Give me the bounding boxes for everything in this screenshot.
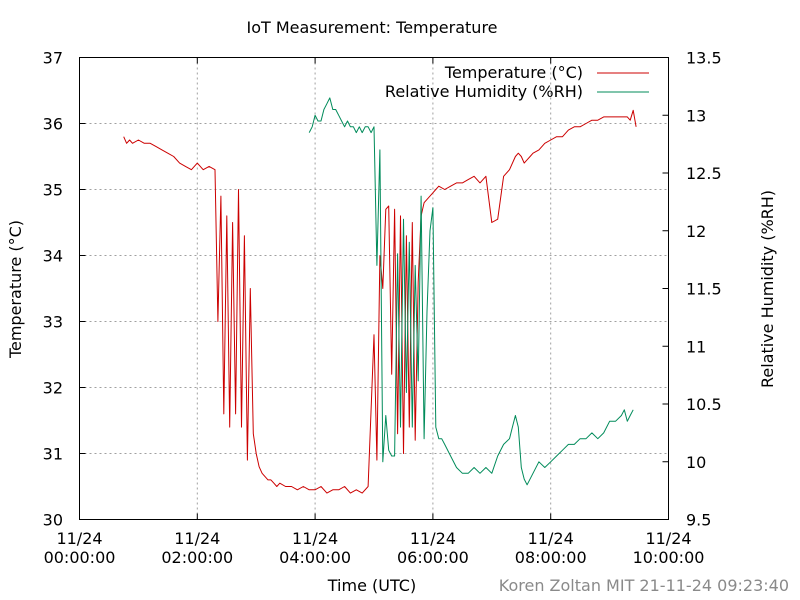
y2-tick-label: 9.5 — [686, 511, 711, 530]
x-tick-label-date: 11/24 — [292, 529, 338, 548]
y2-tick-label: 10.5 — [686, 395, 722, 414]
y-tick-label: 32 — [43, 379, 63, 398]
x-tick-label-time: 08:00:00 — [515, 548, 587, 567]
x-tick-label-time: 06:00:00 — [397, 548, 469, 567]
humidity-series-line — [308, 97, 634, 486]
y-tick-label: 37 — [43, 49, 63, 68]
legend-label-humidity: Relative Humidity (%RH) — [385, 82, 583, 101]
y-axis-label: Temperature (°C) — [6, 220, 25, 359]
y-tick-label: 35 — [43, 181, 63, 200]
y-tick-label: 31 — [43, 445, 63, 464]
x-tick-label-time: 04:00:00 — [279, 548, 351, 567]
chart-title: IoT Measurement: Temperature — [246, 18, 497, 37]
y2-tick-label: 11 — [686, 337, 706, 356]
x-tick-label-date: 11/24 — [174, 529, 220, 548]
x-tick-label-date: 11/24 — [56, 529, 102, 548]
y2-tick-label: 13.5 — [686, 49, 722, 68]
y-tick-label: 33 — [43, 313, 63, 332]
x-axis-label: Time (UTC) — [327, 576, 416, 595]
y2-tick-label: 11.5 — [686, 280, 722, 299]
y-tick-label: 34 — [43, 247, 63, 266]
x-tick-label-time: 10:00:00 — [633, 548, 705, 567]
grid — [79, 57, 669, 520]
legend-label-temperature: Temperature (°C) — [444, 63, 583, 82]
y2-tick-label: 12.5 — [686, 164, 722, 183]
y-tick-label: 36 — [43, 115, 63, 134]
y2-tick-label: 13 — [686, 106, 706, 125]
x-tick-label-date: 11/24 — [645, 529, 691, 548]
y2-tick-label: 10 — [686, 453, 706, 472]
legend: Temperature (°C) Relative Humidity (%RH) — [385, 63, 649, 101]
series-layer — [123, 97, 637, 494]
y2-axis-label: Relative Humidity (%RH) — [758, 190, 777, 388]
y-tick-label: 30 — [43, 511, 63, 530]
x-tick-label-date: 11/24 — [410, 529, 456, 548]
credit-text: Koren Zoltan MIT 21-11-24 09:23:40 — [499, 576, 789, 595]
x-tick-label-time: 00:00:00 — [44, 548, 116, 567]
y2-tick-label: 12 — [686, 222, 706, 241]
axis-ticks: 11/2400:00:0011/2402:00:0011/2404:00:001… — [43, 49, 722, 568]
x-tick-label-date: 11/24 — [528, 529, 574, 548]
x-tick-label-time: 02:00:00 — [161, 548, 233, 567]
